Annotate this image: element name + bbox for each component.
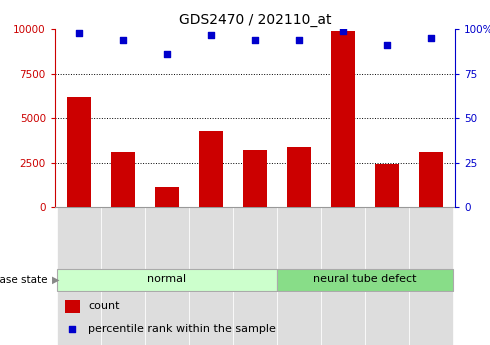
Bar (189, 207, 233, 345)
Title: GDS2470 / 202110_at: GDS2470 / 202110_at (179, 13, 331, 27)
Bar (287, 147, 311, 207)
Bar (375, 164, 399, 207)
Bar (111, 152, 135, 207)
Bar (243, 150, 267, 207)
Bar (101, 207, 145, 345)
Bar (321, 207, 365, 345)
Point (207, 32, 215, 37)
Text: normal: normal (147, 274, 187, 284)
Bar (419, 152, 443, 207)
Point (383, 42, 391, 48)
Bar (233, 207, 277, 345)
Text: count: count (88, 302, 120, 312)
Bar (155, 187, 179, 207)
Bar (277, 207, 321, 345)
Point (339, 28, 347, 34)
Bar (65, 300, 80, 313)
Bar (67, 97, 91, 207)
Point (119, 37, 127, 43)
Text: percentile rank within the sample: percentile rank within the sample (88, 324, 276, 334)
Bar (145, 207, 189, 345)
Bar (57, 207, 101, 345)
Bar (409, 207, 453, 345)
Bar (277, 269, 453, 291)
Bar (57, 269, 277, 291)
Text: neural tube defect: neural tube defect (313, 274, 417, 284)
Point (251, 37, 259, 43)
Bar (331, 31, 355, 207)
Text: disease state: disease state (0, 275, 48, 285)
Bar (365, 207, 409, 345)
Point (295, 37, 303, 43)
Point (163, 51, 171, 57)
Point (69, 326, 76, 332)
Bar (199, 131, 223, 207)
Text: ▶: ▶ (52, 275, 60, 285)
Point (427, 36, 435, 41)
Point (75, 30, 83, 36)
